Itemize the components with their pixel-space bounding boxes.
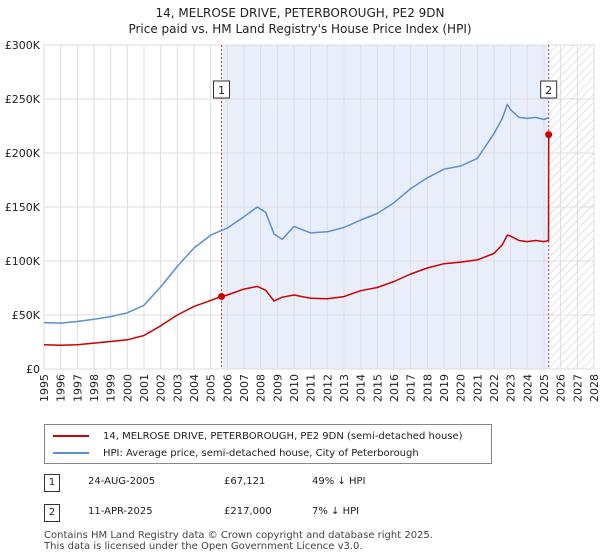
chart-subtitle: Price paid vs. HM Land Registry's House … — [128, 22, 471, 36]
y-tick-label: £200K — [5, 147, 41, 160]
x-tick-label: 1998 — [88, 374, 101, 402]
footer-line-2: This data is licensed under the Open Gov… — [44, 541, 363, 552]
x-tick-label: 2003 — [171, 374, 184, 402]
x-tick-label: 2020 — [455, 374, 468, 402]
y-tick-label: £50K — [12, 309, 41, 322]
sale-marker-badge — [540, 80, 558, 99]
y-tick-label: £0 — [26, 363, 40, 376]
sale-point — [218, 293, 225, 301]
hpi-line — [43, 103, 550, 324]
series-lines — [43, 103, 550, 346]
x-tick-label: 2012 — [321, 374, 334, 402]
legend-item-property: 14, MELROSE DRIVE, PETERBOROUGH, PE2 9DN… — [53, 428, 463, 444]
sale-hpi-diff: 7% ↓ HPI — [312, 506, 360, 517]
sale-number-badge: 2 — [44, 504, 60, 522]
x-tick-label: 2013 — [338, 374, 351, 402]
legend-label-property: 14, MELROSE DRIVE, PETERBOROUGH, PE2 9DN… — [103, 430, 463, 442]
sale-point — [545, 131, 553, 139]
x-tick-label: 1997 — [71, 374, 84, 402]
x-tick-label: 2016 — [388, 374, 401, 402]
y-tick-label: £300K — [5, 39, 41, 52]
x-tick-label: 2018 — [421, 374, 434, 402]
x-tick-label: 1996 — [55, 374, 68, 402]
x-tick-label: 2011 — [305, 374, 318, 402]
price-chart: 14, MELROSE DRIVE, PETERBOROUGH, PE2 9DN… — [5, 6, 600, 402]
x-tick-label: 2006 — [221, 374, 234, 402]
sale-price: £67,121 — [224, 476, 266, 487]
property-price-line — [43, 134, 550, 346]
y-tick-label: £150K — [5, 201, 41, 214]
x-tick-label: 2017 — [405, 374, 418, 402]
grid-lines — [43, 44, 595, 370]
x-tick-label: 2007 — [238, 374, 251, 402]
sale-marker-label: 2 — [545, 84, 552, 97]
footer-attribution: Contains HM Land Registry data © Crown c… — [44, 530, 433, 552]
x-tick-label: 2005 — [205, 374, 218, 402]
sale-price: £217,000 — [224, 506, 272, 517]
x-tick-label: 2010 — [288, 374, 301, 402]
x-tick-label: 1995 — [38, 374, 51, 402]
x-tick-label: 2015 — [371, 374, 384, 402]
x-axis-ticks: 1995 1996 1997 1998 1999 2000 2001 2002 2003 2004… — [38, 374, 600, 402]
x-tick-label: 2014 — [355, 374, 368, 402]
x-tick-label: 2008 — [255, 374, 268, 402]
x-tick-label: 2022 — [488, 374, 501, 402]
legend-label-hpi: HPI: Average price, semi-detached house,… — [103, 447, 419, 459]
x-tick-label: 2027 — [571, 374, 584, 402]
x-tick-label: 2019 — [438, 374, 451, 402]
x-tick-label: 2001 — [138, 374, 151, 402]
legend: 14, MELROSE DRIVE, PETERBOROUGH, PE2 9DN… — [44, 424, 492, 464]
x-tick-label: 2009 — [271, 374, 284, 402]
sale-hpi-diff: 49% ↓ HPI — [312, 476, 366, 487]
sale-date: 11-APR-2025 — [88, 506, 153, 517]
x-tick-label: 2000 — [121, 374, 134, 402]
sale-marker-badge — [213, 80, 230, 99]
legend-swatch-property — [53, 435, 89, 437]
legend-swatch-hpi — [53, 452, 89, 454]
x-tick-label: 1999 — [105, 374, 118, 402]
y-tick-label: £100K — [5, 255, 41, 268]
x-tick-label: 2026 — [555, 374, 568, 402]
footer-line-1: Contains HM Land Registry data © Crown c… — [44, 530, 433, 541]
x-tick-label: 2004 — [188, 374, 201, 402]
x-tick-label: 2002 — [155, 374, 168, 402]
legend-item-hpi: HPI: Average price, semi-detached house,… — [53, 445, 419, 461]
sale-marker-label: 1 — [218, 84, 225, 97]
sale-date: 24-AUG-2005 — [88, 476, 156, 487]
x-tick-label: 2021 — [471, 374, 484, 402]
x-tick-label: 2028 — [588, 374, 600, 402]
x-tick-label: 2024 — [521, 374, 534, 402]
y-tick-label: £250K — [5, 93, 41, 106]
x-tick-label: 2025 — [538, 374, 551, 402]
sale-number-badge: 1 — [44, 474, 60, 492]
x-tick-label: 2023 — [505, 374, 518, 402]
y-axis-ticks: £0 £50K £100K £150K £200K £250K £300K — [5, 39, 41, 376]
chart-title: 14, MELROSE DRIVE, PETERBOROUGH, PE2 9DN — [155, 6, 444, 20]
